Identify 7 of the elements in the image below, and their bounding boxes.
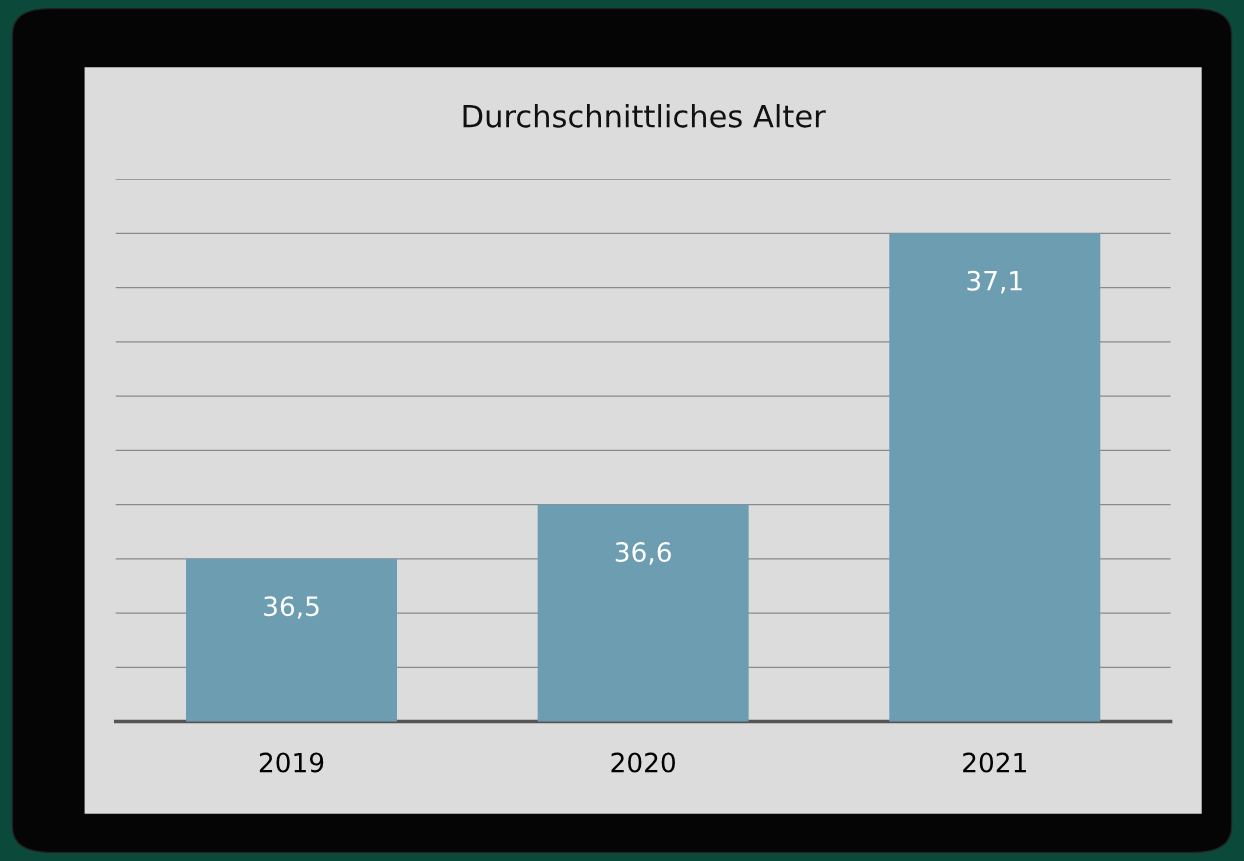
chart-title: Durchschnittliches Alter bbox=[463, 104, 826, 128]
x-tick-label: 2020 bbox=[611, 752, 675, 773]
x-tick-label: 2019 bbox=[259, 752, 324, 773]
data-label: 36,6 bbox=[615, 541, 671, 565]
data-label: 36,5 bbox=[264, 596, 319, 619]
data-label: 37,1 bbox=[967, 270, 1022, 294]
x-tick-label: 2021 bbox=[963, 752, 1026, 773]
